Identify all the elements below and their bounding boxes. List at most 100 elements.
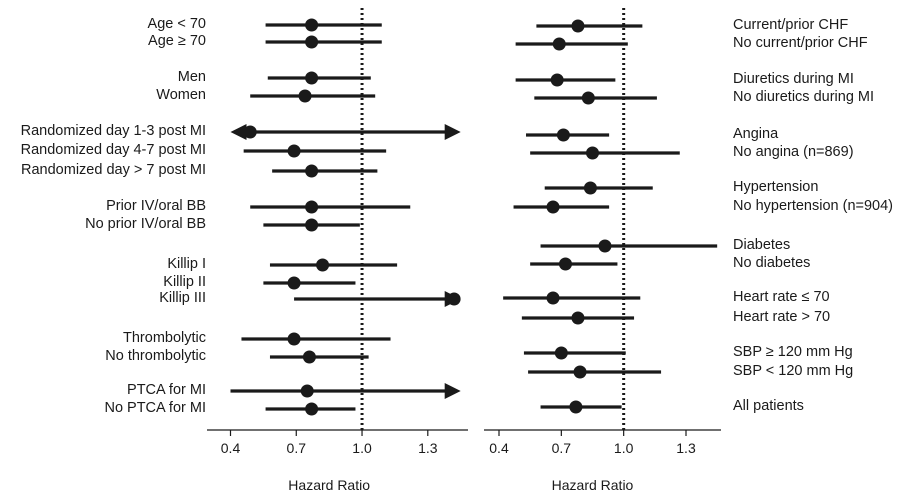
hazard-ratio-point <box>552 37 566 51</box>
hazard-ratio-point <box>300 384 314 398</box>
forest-row <box>250 89 376 103</box>
forest-row <box>272 164 378 178</box>
hazard-ratio-point <box>581 91 595 105</box>
hazard-ratio-point <box>558 257 572 271</box>
forest-row <box>515 73 616 87</box>
forest-row <box>294 291 461 307</box>
hazard-ratio-point <box>554 346 568 360</box>
forest-row <box>530 146 680 160</box>
right-row-label: No diuretics during MI <box>733 89 875 105</box>
hazard-ratio-point <box>287 332 301 346</box>
left-x-axis-label: Hazard Ratio <box>288 477 370 493</box>
hazard-ratio-point <box>287 276 301 290</box>
forest-row <box>269 350 369 364</box>
left-row-label: Randomized day 4-7 post MI <box>20 142 206 158</box>
forest-row <box>230 124 461 140</box>
forest-row <box>540 400 622 414</box>
forest-row <box>515 37 628 51</box>
hazard-ratio-point <box>305 71 319 85</box>
forest-row <box>536 19 643 33</box>
hazard-ratio-point <box>305 164 319 178</box>
right-row-label: No hypertension (n=904) <box>733 198 894 214</box>
forest-row <box>540 239 718 253</box>
forest-row <box>243 144 387 158</box>
hazard-ratio-point <box>546 200 560 214</box>
hazard-ratio-point <box>556 128 570 142</box>
forest-row <box>521 311 635 325</box>
forest-row <box>523 346 626 360</box>
hazard-ratio-point <box>598 239 612 253</box>
hazard-ratio-point <box>298 89 312 103</box>
left-row-label: Thrombolytic <box>123 330 206 346</box>
right-row-label: Heart rate > 70 <box>733 309 831 325</box>
ci-arrow-left <box>230 124 247 140</box>
right-x-axis-label: Hazard Ratio <box>552 477 634 493</box>
hazard-ratio-point <box>302 350 316 364</box>
right-panel: 0.4 0.7 1.0 1.3 Hazard Ratio <box>484 8 721 493</box>
hazard-ratio-point <box>305 18 319 32</box>
forest-row <box>528 365 662 379</box>
ci-arrow-right <box>444 124 461 140</box>
hazard-ratio-point <box>550 73 564 87</box>
forest-row <box>534 91 657 105</box>
left-row-label: Killip III <box>159 290 206 306</box>
right-row-label: SBP < 120 mm Hg <box>733 363 854 379</box>
left-row-label: No thrombolytic <box>105 348 206 364</box>
forest-row <box>263 218 360 232</box>
forest-row <box>263 276 356 290</box>
right-row-label: Current/prior CHF <box>733 17 849 33</box>
right-row-label: Heart rate ≤ 70 <box>733 289 830 305</box>
left-panel: 0.4 0.7 1.0 1.3 Hazard Ratio <box>207 8 468 493</box>
hazard-ratio-point <box>305 402 319 416</box>
forest-row <box>250 200 411 214</box>
left-row-label: Age < 70 <box>147 16 206 32</box>
left-row-label: Killip II <box>163 274 206 290</box>
forest-row <box>530 257 618 271</box>
hazard-ratio-point <box>571 19 585 33</box>
hazard-ratio-point <box>305 200 319 214</box>
right-row-label: No diabetes <box>733 255 811 271</box>
left-row-label: Randomized day 1-3 post MI <box>20 123 206 139</box>
forest-row <box>269 258 398 272</box>
right-x-tick-label: 1.0 <box>614 440 634 456</box>
right-row-label: No current/prior CHF <box>733 35 868 51</box>
right-row-label: All patients <box>733 398 804 414</box>
right-row-label: SBP ≥ 120 mm Hg <box>733 344 853 360</box>
hazard-ratio-point <box>316 258 330 272</box>
forest-row <box>513 200 610 214</box>
forest-row <box>265 35 382 49</box>
left-row-label: No PTCA for MI <box>104 400 206 416</box>
right-x-tick-label: 0.7 <box>552 440 572 456</box>
hazard-ratio-point <box>447 292 461 306</box>
forest-row <box>265 18 382 32</box>
hazard-ratio-point <box>546 291 560 305</box>
left-x-tick-label: 0.7 <box>287 440 307 456</box>
right-row-label: Diabetes <box>733 237 791 253</box>
right-x-tick-label: 0.4 <box>489 440 509 456</box>
right-row-label: Hypertension <box>733 179 819 195</box>
left-row-label: No prior IV/oral BB <box>85 216 206 232</box>
left-x-tick-label: 1.0 <box>352 440 372 456</box>
left-row-label: Killip I <box>167 256 206 272</box>
left-row-label: PTCA for MI <box>127 382 206 398</box>
ci-arrow-right <box>444 383 461 399</box>
hazard-ratio-point <box>573 365 587 379</box>
forest-row <box>544 181 653 195</box>
right-x-tick-label: 1.3 <box>676 440 696 456</box>
hazard-ratio-point <box>583 181 597 195</box>
forest-row <box>241 332 391 346</box>
hazard-ratio-point <box>571 311 585 325</box>
forest-row <box>265 402 356 416</box>
right-row-label: Diuretics during MI <box>733 71 854 87</box>
forest-row <box>267 71 371 85</box>
hazard-ratio-point <box>569 400 583 414</box>
hazard-ratio-point <box>305 35 319 49</box>
left-row-label: Men <box>177 69 206 85</box>
hazard-ratio-point <box>305 218 319 232</box>
forest-row <box>526 128 610 142</box>
hazard-ratio-point <box>586 146 599 160</box>
hazard-ratio-point <box>243 125 257 139</box>
left-row-label: Randomized day > 7 post MI <box>21 162 206 178</box>
